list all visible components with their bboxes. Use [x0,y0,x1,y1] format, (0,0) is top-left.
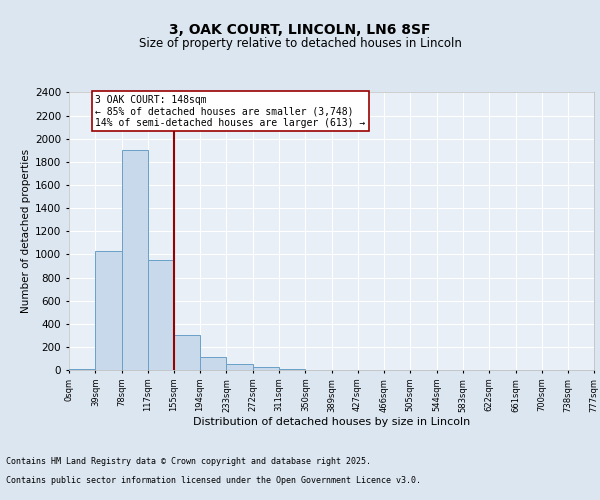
X-axis label: Distribution of detached houses by size in Lincoln: Distribution of detached houses by size … [193,417,470,427]
Y-axis label: Number of detached properties: Number of detached properties [21,149,31,314]
Bar [200,358,226,370]
Bar [226,364,253,370]
Text: 3 OAK COURT: 148sqm
← 85% of detached houses are smaller (3,748)
14% of semi-det: 3 OAK COURT: 148sqm ← 85% of detached ho… [95,95,365,128]
Bar [69,369,95,370]
Text: Contains public sector information licensed under the Open Government Licence v3: Contains public sector information licen… [6,476,421,485]
Text: Size of property relative to detached houses in Lincoln: Size of property relative to detached ho… [139,38,461,51]
Bar [95,251,122,370]
Bar [122,150,148,370]
Bar [174,336,200,370]
Bar [253,367,279,370]
Bar [148,260,174,370]
Text: 3, OAK COURT, LINCOLN, LN6 8SF: 3, OAK COURT, LINCOLN, LN6 8SF [169,22,431,36]
Text: Contains HM Land Registry data © Crown copyright and database right 2025.: Contains HM Land Registry data © Crown c… [6,458,371,466]
